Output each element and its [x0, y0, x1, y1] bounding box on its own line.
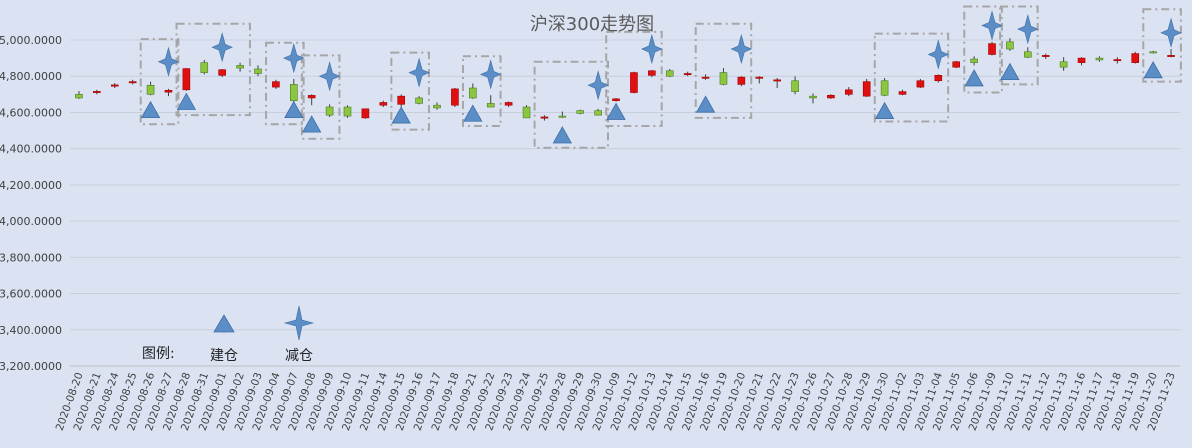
candle-body: [684, 74, 691, 75]
candle-body: [523, 107, 530, 118]
candle-body: [971, 59, 978, 63]
y-tick-label: 4,400.0000: [0, 143, 62, 156]
candle-body: [272, 82, 279, 87]
candle-body: [487, 103, 494, 107]
candle-body: [827, 95, 834, 98]
y-tick-label: 4,800.0000: [0, 70, 62, 83]
candle-body: [201, 63, 208, 73]
candle-body: [1150, 52, 1157, 53]
candle: [827, 94, 834, 99]
candle: [344, 105, 351, 118]
candle: [863, 79, 870, 97]
candle-body: [147, 85, 154, 94]
y-tick-label: 3,200.0000: [0, 360, 62, 373]
y-tick-label: 3,800.0000: [0, 251, 62, 264]
candle-body: [702, 77, 709, 78]
legend-label: 图例:: [142, 346, 175, 362]
candle-body: [344, 107, 351, 116]
candle-body: [577, 111, 584, 114]
candle-body: [416, 98, 423, 103]
y-tick-label: 4,600.0000: [0, 106, 62, 119]
candle-body: [863, 82, 870, 96]
candle: [362, 109, 369, 119]
candle: [577, 110, 584, 115]
candle-body: [989, 44, 996, 55]
candle: [183, 68, 190, 91]
candle-body: [953, 62, 960, 67]
candle-body: [917, 81, 924, 87]
candle-body: [165, 90, 172, 92]
candle-body: [595, 111, 602, 116]
candle-body: [254, 69, 261, 74]
candle-body: [899, 92, 906, 95]
candle-body: [183, 69, 190, 90]
y-tick-label: 3,600.0000: [0, 288, 62, 301]
candle: [1132, 52, 1139, 64]
candle-body: [129, 82, 136, 83]
candle-body: [845, 90, 852, 95]
candle-body: [93, 91, 100, 92]
candle-body: [559, 116, 566, 117]
candle-body: [792, 81, 799, 92]
legend-buy-label: 建仓: [210, 348, 238, 364]
candle-body: [809, 96, 816, 98]
candle-body: [505, 102, 512, 105]
candle-body: [308, 95, 315, 98]
y-tick-label: 3,400.0000: [0, 324, 62, 337]
candle-body: [1078, 58, 1085, 63]
candle-body: [451, 89, 458, 105]
candle-body: [756, 77, 763, 78]
candle-body: [630, 73, 637, 93]
y-tick-label: 4,000.0000: [0, 215, 62, 228]
candle-body: [1042, 55, 1049, 56]
legend-sell-label: 减仓: [285, 348, 313, 364]
candle-body: [1006, 42, 1013, 49]
chart-title: 沪深300走势图: [530, 14, 654, 35]
candle: [630, 72, 637, 94]
candle-body: [648, 71, 655, 76]
candle-body: [1060, 62, 1067, 67]
candle: [523, 105, 530, 118]
candle: [953, 61, 960, 68]
y-tick-label: 5,000.0000: [0, 34, 62, 47]
candle: [989, 42, 996, 56]
candle-body: [75, 94, 82, 98]
candle-body: [290, 84, 297, 100]
candle-body: [219, 70, 226, 76]
candle-body: [1096, 58, 1103, 60]
candle-body: [1024, 52, 1031, 57]
candle-body: [774, 80, 781, 81]
candle-body: [469, 88, 476, 98]
candle-body: [111, 85, 118, 86]
candle-body: [738, 77, 745, 84]
candle-body: [935, 75, 942, 80]
candle-body: [720, 73, 727, 85]
candle-body: [1114, 60, 1121, 61]
candle-body: [237, 65, 244, 68]
candle-body: [666, 71, 673, 76]
candle: [451, 88, 458, 107]
candle-body: [1168, 55, 1175, 56]
candle-body: [380, 102, 387, 105]
candle: [881, 78, 888, 96]
candle-body: [541, 117, 548, 118]
candle-body: [434, 105, 441, 108]
candle-body: [613, 99, 620, 101]
y-tick-label: 4,200.0000: [0, 179, 62, 192]
candle-body: [326, 107, 333, 115]
candle-body: [362, 109, 369, 118]
candle-body: [881, 81, 888, 95]
candle-body: [398, 96, 405, 104]
candle-body: [1132, 54, 1139, 63]
